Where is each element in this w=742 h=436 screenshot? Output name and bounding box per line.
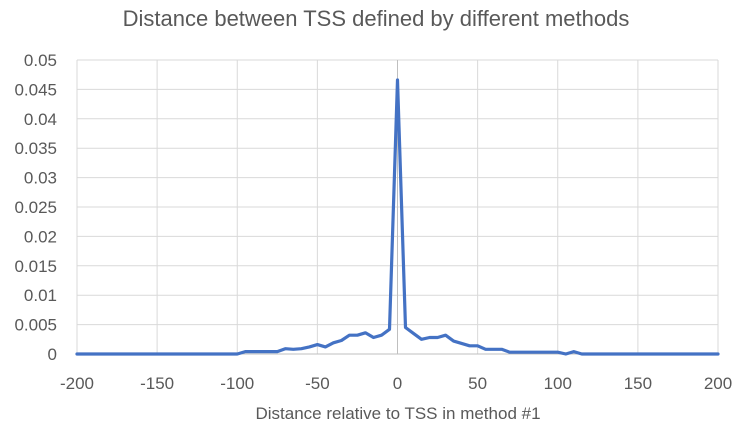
y-tick-label: 0.01 — [24, 286, 57, 305]
y-tick-label: 0.035 — [14, 139, 57, 158]
y-axis-ticks: 0 0.005 0.01 0.015 0.02 0.025 0.03 0.035 0.04 0.0… — [14, 51, 57, 364]
gridlines — [76, 59, 719, 355]
x-tick-label: -150 — [140, 374, 174, 393]
x-tick-label: 100 — [544, 374, 572, 393]
x-tick-label: -100 — [220, 374, 254, 393]
y-tick-label: 0.025 — [14, 198, 57, 217]
x-tick-label: 150 — [624, 374, 652, 393]
x-tick-label: -200 — [60, 374, 94, 393]
y-tick-label: 0.02 — [24, 227, 57, 246]
x-tick-label: 50 — [468, 374, 487, 393]
x-tick-label: 200 — [704, 374, 732, 393]
series-layer — [75, 78, 720, 356]
y-tick-label: 0.045 — [14, 80, 57, 99]
chart-title: Distance between TSS defined by differen… — [123, 6, 630, 31]
y-tick-label: 0 — [48, 345, 57, 364]
x-axis-ticks: -200 -150 -100 -50 0 50 100 150 200 — [60, 374, 732, 393]
y-tick-label: 0.005 — [14, 316, 57, 335]
y-tick-label: 0.04 — [24, 110, 57, 129]
x-tick-label: -50 — [305, 374, 330, 393]
y-tick-label: 0.05 — [24, 51, 57, 70]
series-line — [75, 78, 720, 356]
y-tick-label: 0.03 — [24, 169, 57, 188]
x-tick-label: 0 — [393, 374, 402, 393]
x-axis-title: Distance relative to TSS in method #1 — [255, 404, 540, 423]
y-tick-label: 0.015 — [14, 257, 57, 276]
